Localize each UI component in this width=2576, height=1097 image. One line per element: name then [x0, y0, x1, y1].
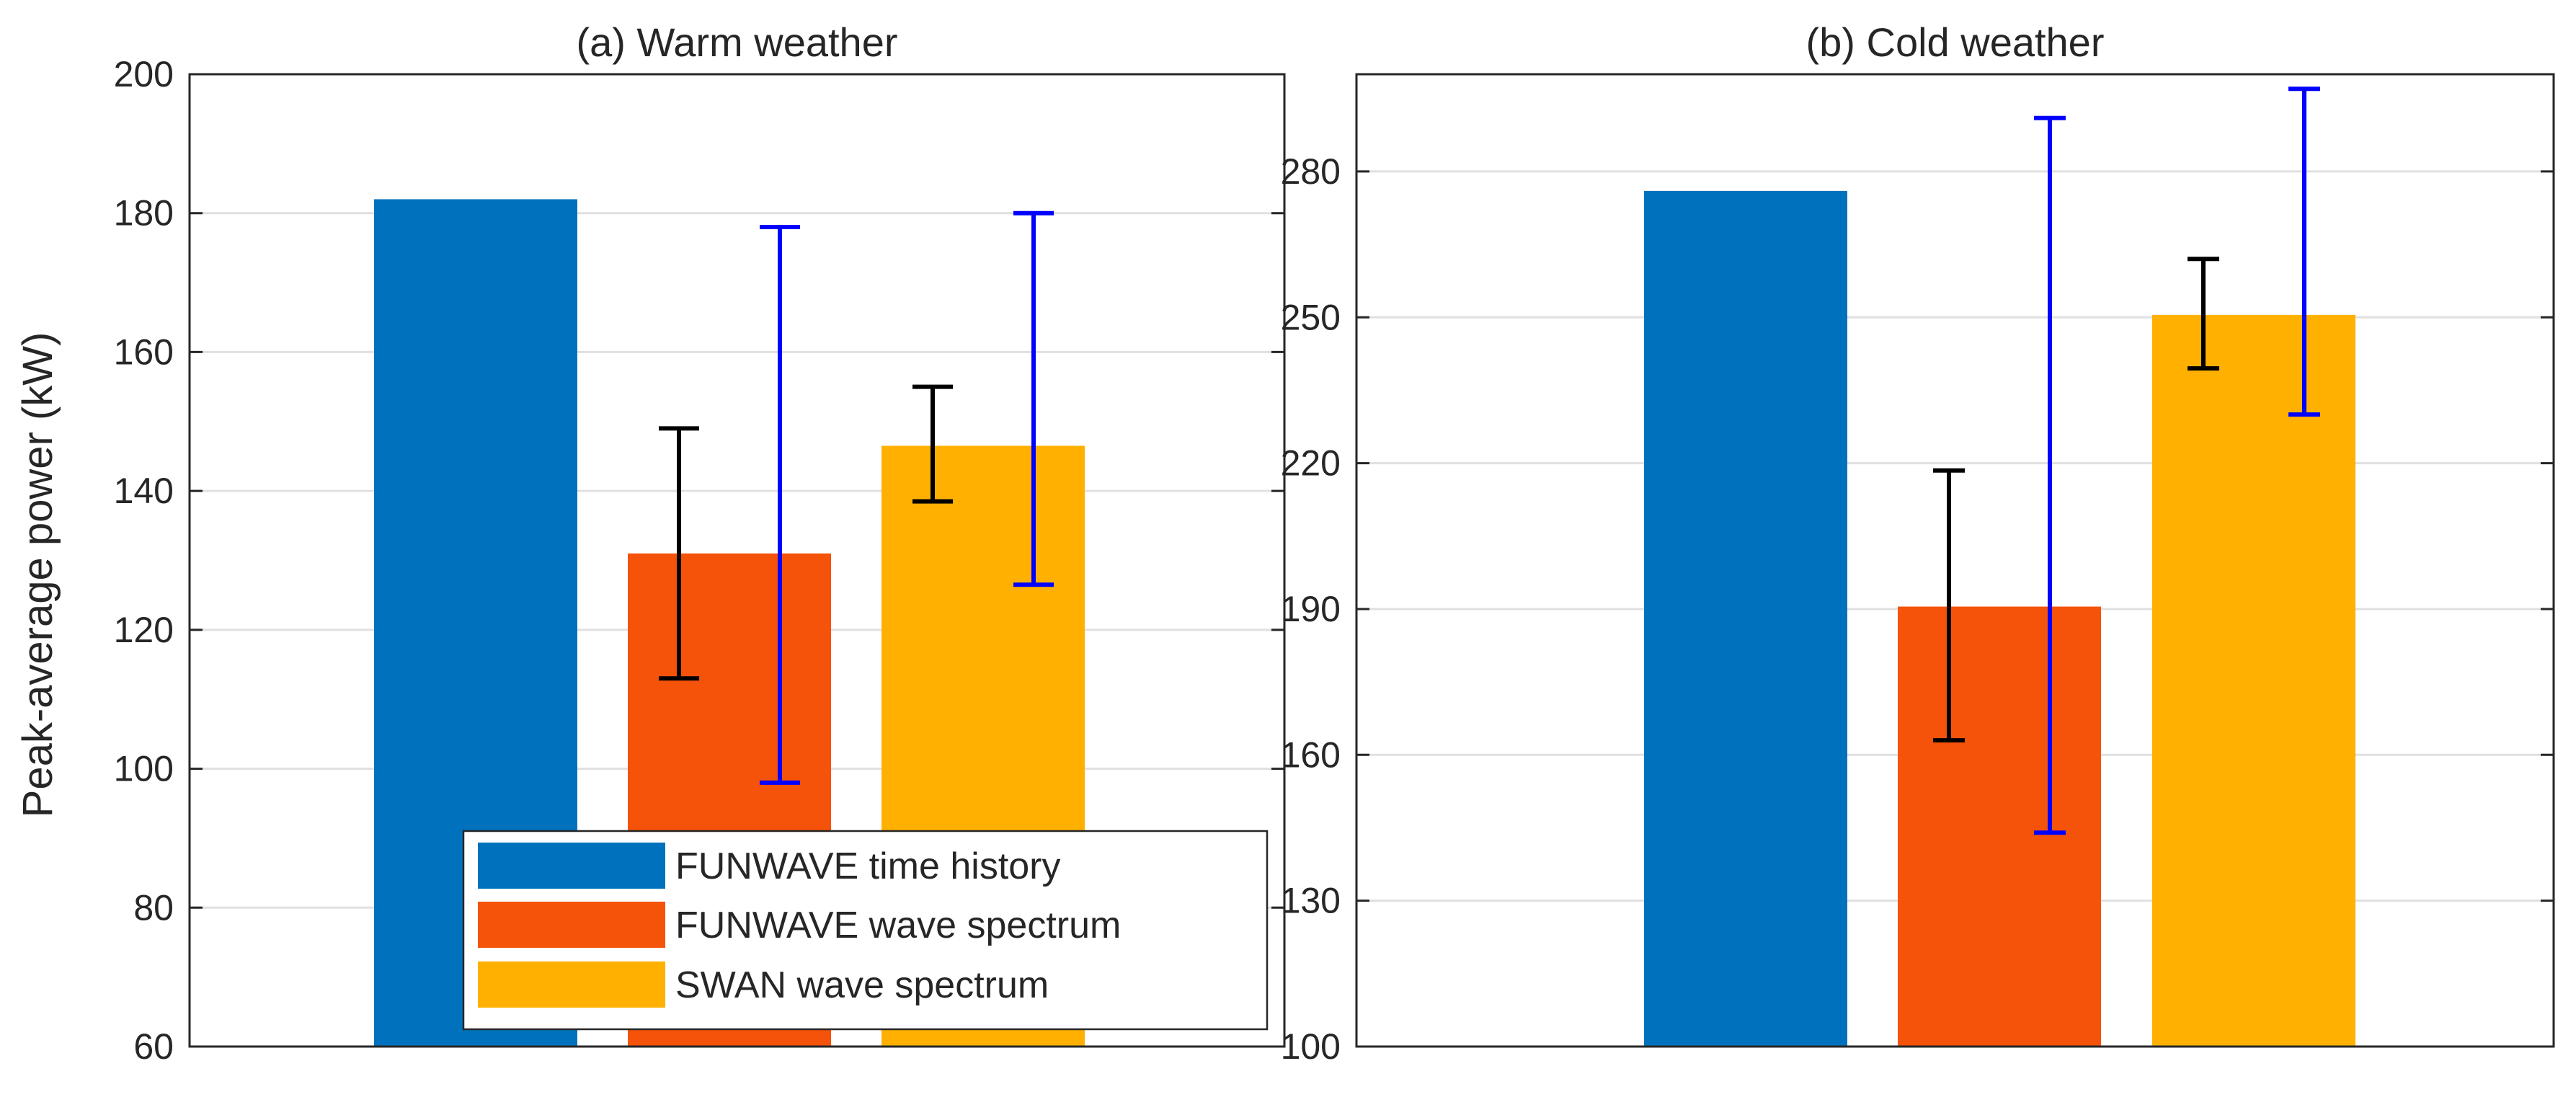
bars	[1644, 190, 2355, 1047]
y-tick-label: 190	[1281, 589, 1341, 629]
y-tick-label: 130	[1281, 881, 1341, 921]
error-bar-blue-funwave-wave-spectrum	[760, 224, 800, 785]
legend-swatch-funwave-wave-spectrum	[478, 902, 665, 948]
error-bar-blue-swan-wave-spectrum	[1013, 210, 1054, 587]
chart-title: (b) Cold weather	[1806, 19, 2105, 65]
y-tick-label: 160	[114, 332, 174, 372]
y-tick-label: 280	[1281, 151, 1341, 192]
error-bars	[1933, 86, 2320, 835]
legend-label-swan-wave-spectrum: SWAN wave spectrum	[675, 964, 1049, 1006]
error-bar-blue-funwave-wave-spectrum	[2034, 115, 2066, 835]
error-bar-black-funwave-wave-spectrum	[659, 426, 699, 681]
y-tick-label: 60	[133, 1026, 174, 1067]
y-tick-label: 100	[114, 749, 174, 789]
y-tick-label: 80	[133, 887, 174, 928]
legend-label-funwave-time-history: FUNWAVE time history	[675, 845, 1061, 887]
y-tick-label: 220	[1281, 443, 1341, 484]
y-tick-label: 250	[1281, 297, 1341, 337]
error-bar-black-funwave-wave-spectrum	[1933, 468, 1965, 743]
y-axis-label: Peak-average power (kW)	[14, 332, 61, 818]
panel-cold-weather: 100 130 160 190 220 250 280 (b) Cold weather	[1281, 19, 2555, 1067]
legend-label-funwave-wave-spectrum: FUNWAVE wave spectrum	[675, 905, 1121, 946]
bar-funwave-wave-spectrum	[1898, 606, 2101, 1047]
y-tick-label: 100	[1281, 1026, 1341, 1067]
axes-frame	[1355, 73, 2555, 1048]
y-axis-ticks: 60 80 100 120 140 160 180 200	[114, 54, 1284, 1067]
y-tick-label: 160	[1281, 734, 1341, 775]
error-bar-black-swan-wave-spectrum	[912, 384, 953, 504]
chart-title: (a) Warm weather	[576, 19, 897, 65]
legend: FUNWAVE time history FUNWAVE wave spectr…	[462, 830, 1269, 1031]
error-bar-black-swan-wave-spectrum	[2188, 257, 2219, 371]
bar-swan-wave-spectrum	[2152, 314, 2355, 1047]
legend-swatch-swan-wave-spectrum	[478, 961, 665, 1008]
y-tick-label: 120	[114, 610, 174, 650]
y-tick-label: 200	[114, 54, 174, 94]
legend-swatch-funwave-time-history	[478, 843, 665, 889]
axes-frame	[188, 73, 1286, 1048]
error-bar-blue-swan-wave-spectrum	[2288, 86, 2320, 417]
error-bars	[659, 210, 1054, 785]
y-tick-label: 140	[114, 471, 174, 511]
bar-funwave-time-history	[1644, 190, 1847, 1047]
y-tick-label: 180	[114, 193, 174, 234]
y-axis-ticks: 100 130 160 190 220 250 280	[1281, 151, 2554, 1067]
